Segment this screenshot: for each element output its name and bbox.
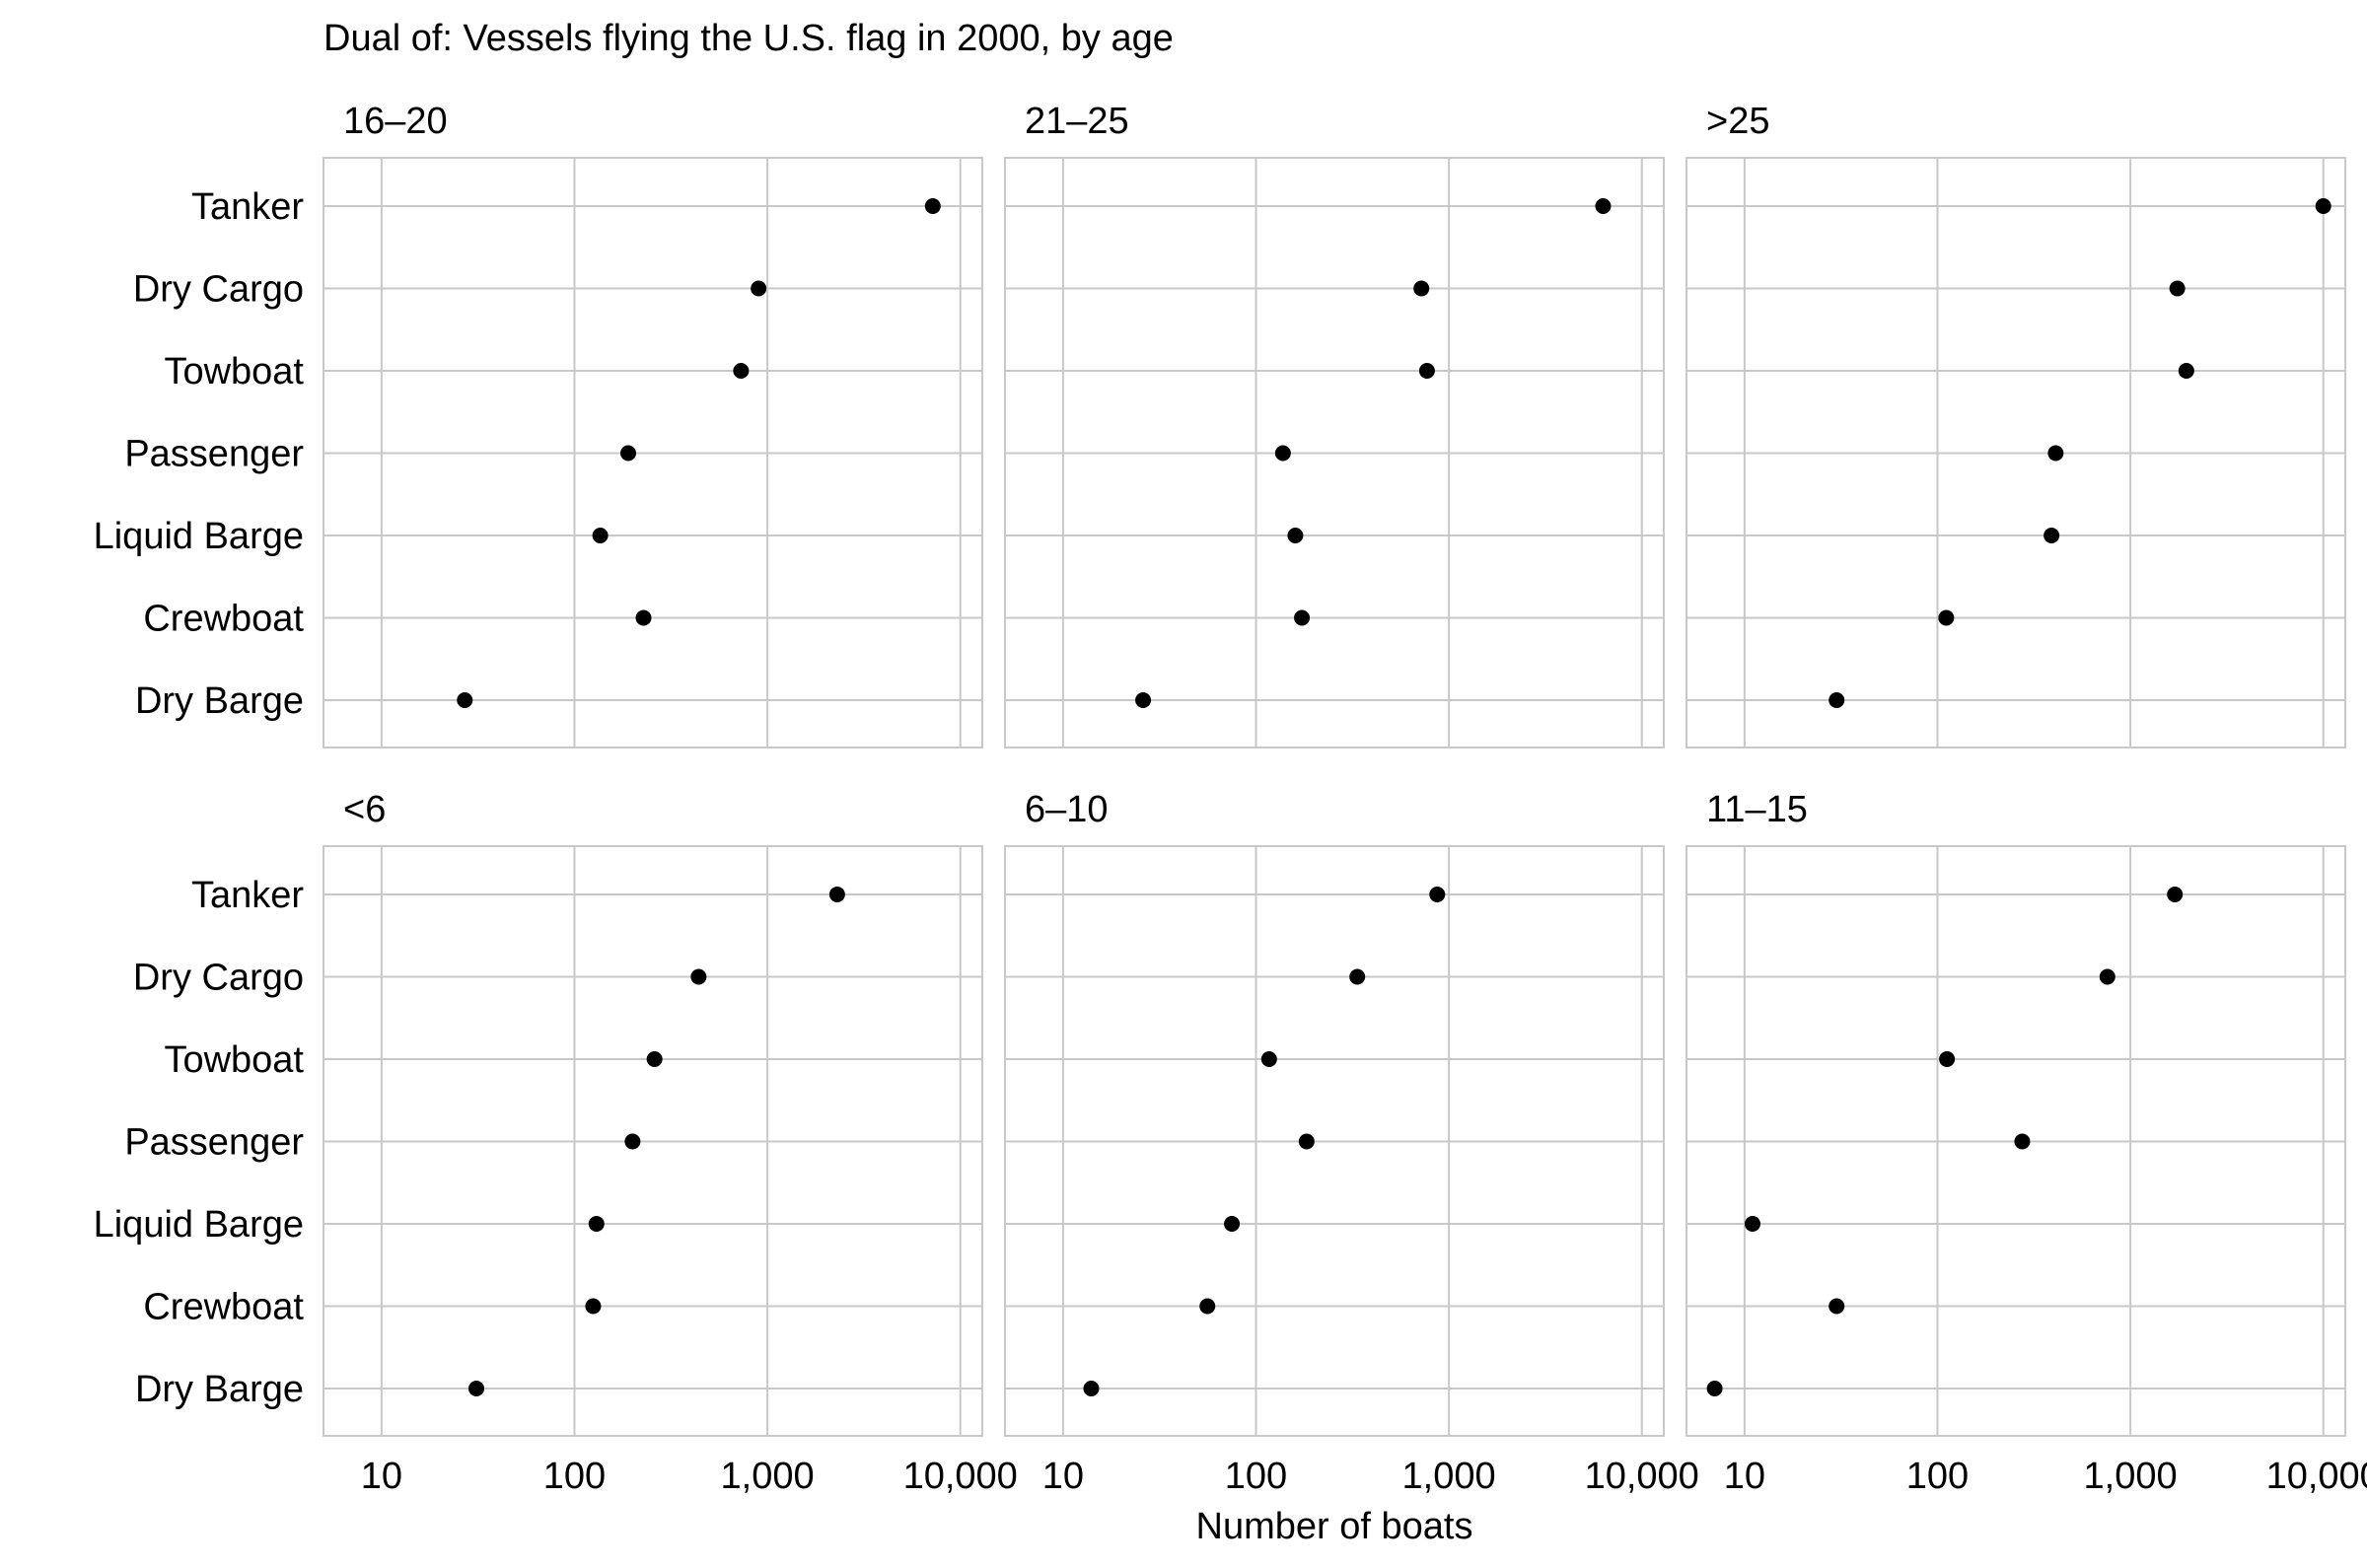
data-point bbox=[2178, 363, 2194, 379]
y-tick-label: Dry Barge bbox=[135, 680, 304, 722]
data-point bbox=[646, 1051, 663, 1067]
data-point bbox=[1298, 1133, 1315, 1150]
facet-panel: 16–20 Tanker Dry Cargo Towboat Passenger Liqu… bbox=[94, 101, 983, 748]
x-tick-label: 1,000 bbox=[721, 1456, 815, 1497]
x-tick-label: 10,000 bbox=[1585, 1456, 1699, 1497]
y-tick-label: Towboat bbox=[164, 351, 304, 392]
panel-border bbox=[1686, 157, 2346, 748]
data-point bbox=[2047, 445, 2064, 462]
data-point bbox=[1274, 445, 1291, 462]
x-tick-label: 10,000 bbox=[903, 1456, 1018, 1497]
data-point bbox=[1595, 198, 1612, 214]
data-point bbox=[635, 609, 652, 626]
data-point bbox=[620, 445, 637, 462]
data-point bbox=[588, 1216, 605, 1232]
data-point bbox=[2099, 968, 2116, 985]
x-tick-label: 10 bbox=[361, 1456, 402, 1497]
y-tick-label: Tanker bbox=[191, 186, 304, 228]
x-tick-label: 10,000 bbox=[2266, 1456, 2367, 1497]
data-point bbox=[690, 968, 707, 985]
y-tick-label: Liquid Barge bbox=[94, 516, 304, 557]
data-point bbox=[751, 280, 767, 297]
facet-label: 21–25 bbox=[1025, 101, 1129, 142]
y-tick-label: Tanker bbox=[191, 875, 304, 916]
panel-border bbox=[323, 845, 983, 1437]
data-point bbox=[2167, 887, 2184, 902]
x-axis-label: Number of boats bbox=[1196, 1506, 1473, 1547]
data-point bbox=[1199, 1298, 1216, 1315]
facet-panel: >25 bbox=[1686, 101, 2346, 748]
data-point bbox=[585, 1298, 602, 1315]
data-point bbox=[457, 692, 473, 708]
panel-border bbox=[323, 157, 983, 748]
facet-panel: 6–10 10 100 1,000 10,000 bbox=[1004, 789, 1699, 1497]
data-point bbox=[1287, 528, 1304, 543]
data-point bbox=[1135, 692, 1152, 708]
data-point bbox=[592, 528, 609, 543]
y-tick-label: Passenger bbox=[124, 1122, 304, 1164]
y-tick-label: Crewboat bbox=[143, 599, 304, 640]
x-tick-label: 10 bbox=[1724, 1456, 1765, 1497]
data-point bbox=[1349, 968, 1366, 985]
data-point bbox=[2014, 1133, 2031, 1150]
chart-title: Dual of: Vessels flying the U.S. flag in… bbox=[323, 18, 1174, 59]
data-point bbox=[1260, 1051, 1277, 1067]
panel-border bbox=[1004, 157, 1665, 748]
data-point bbox=[733, 363, 750, 379]
data-point bbox=[1294, 609, 1311, 626]
y-tick-label: Dry Barge bbox=[135, 1369, 304, 1410]
facet-panel: <6 Tanker Dry Cargo Towboat Passenger Liquid … bbox=[94, 789, 1018, 1497]
facet-label: >25 bbox=[1706, 101, 1769, 142]
x-tick-label: 100 bbox=[1225, 1456, 1287, 1497]
data-point bbox=[624, 1133, 641, 1150]
facet-label: 11–15 bbox=[1706, 789, 1808, 830]
x-tick-label: 1,000 bbox=[1402, 1456, 1496, 1497]
data-point bbox=[2169, 280, 2186, 297]
data-point bbox=[1744, 1216, 1760, 1232]
data-point bbox=[1706, 1381, 1723, 1396]
panel-border bbox=[1004, 845, 1665, 1437]
data-point bbox=[1939, 1051, 1956, 1067]
x-tick-label: 100 bbox=[543, 1456, 606, 1497]
x-tick-label: 10 bbox=[1042, 1456, 1084, 1497]
y-tick-label: Dry Cargo bbox=[133, 958, 304, 999]
data-point bbox=[1413, 280, 1430, 297]
x-tick-label: 1,000 bbox=[2084, 1456, 2178, 1497]
panel-border bbox=[1686, 845, 2346, 1437]
facet-panel: 11–15 10 100 1,000 10,000 bbox=[1686, 789, 2367, 1497]
data-point bbox=[924, 198, 941, 214]
data-point bbox=[828, 887, 845, 902]
facet-label: 6–10 bbox=[1025, 789, 1109, 830]
facet-panels: 16–20 Tanker Dry Cargo Towboat Passenger Liqu… bbox=[94, 101, 2367, 1497]
y-tick-label: Crewboat bbox=[143, 1287, 304, 1328]
data-point bbox=[467, 1381, 484, 1396]
data-point bbox=[1083, 1381, 1100, 1396]
facet-label: <6 bbox=[343, 789, 386, 830]
data-point bbox=[2315, 198, 2331, 214]
data-point bbox=[2044, 528, 2060, 543]
y-tick-label: Passenger bbox=[124, 434, 304, 475]
data-point bbox=[1418, 363, 1435, 379]
facet-label: 16–20 bbox=[343, 101, 448, 142]
y-tick-label: Towboat bbox=[164, 1039, 304, 1081]
data-point bbox=[1829, 692, 1845, 708]
y-tick-label: Liquid Barge bbox=[94, 1204, 304, 1246]
data-point bbox=[1224, 1216, 1241, 1232]
facet-panel: 21–25 bbox=[1004, 101, 1665, 748]
data-point bbox=[1829, 1298, 1845, 1315]
y-tick-label: Dry Cargo bbox=[133, 269, 304, 311]
x-tick-label: 100 bbox=[1906, 1456, 1969, 1497]
data-point bbox=[1429, 887, 1446, 902]
data-point bbox=[1938, 609, 1955, 626]
